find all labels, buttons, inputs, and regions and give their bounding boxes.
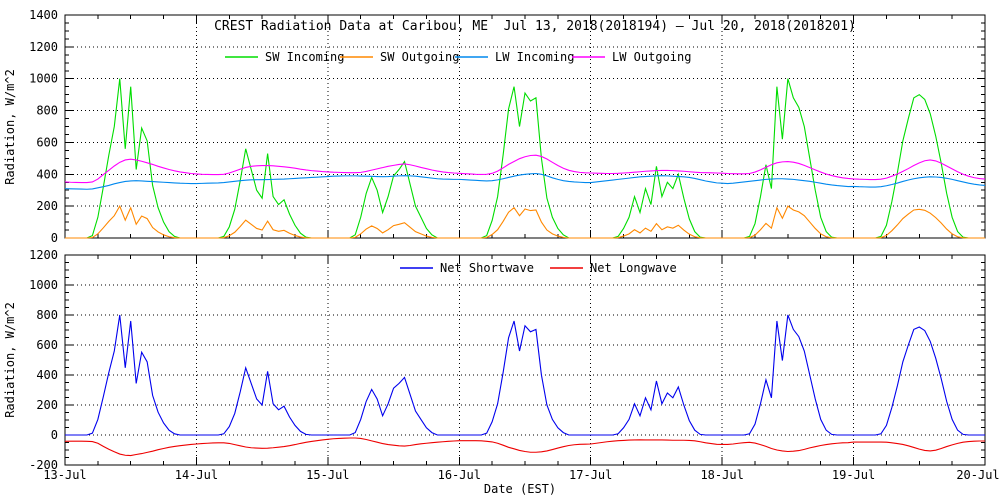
y-tick-label: 200 bbox=[36, 398, 58, 412]
series-line-lw-incoming bbox=[64, 172, 986, 190]
panel-frame bbox=[64, 254, 986, 466]
series-line-lw-outgoing bbox=[64, 154, 986, 184]
y-tick-label: 400 bbox=[36, 368, 58, 382]
y-tick-label: 1200 bbox=[29, 40, 58, 54]
legend-label-sw-outgoing: SW Outgoing bbox=[380, 50, 459, 64]
series-line-net-longwave bbox=[64, 437, 985, 457]
panel-top: 0 200 400 600 800 1000 1200 1400 bbox=[29, 8, 986, 245]
x-tick-label: 16-Jul bbox=[438, 468, 481, 482]
x-tick-label: 15-Jul bbox=[306, 468, 349, 482]
panel-frame bbox=[64, 14, 986, 239]
legend-label-net-shortwave: Net Shortwave bbox=[440, 261, 534, 275]
plot-render-layer: 0 200 400 600 800 1000 1200 1400 -200 0 200 400 600 8… bbox=[29, 8, 1000, 482]
y-tick-label: 1000 bbox=[29, 278, 58, 292]
x-tick-label: 18-Jul bbox=[700, 468, 743, 482]
y-tick-label: 0 bbox=[51, 428, 58, 442]
top-y-axis-label: Radiation, W/m^2 bbox=[3, 69, 17, 185]
chart-title: CREST Radiation Data at Caribou, ME Jul … bbox=[214, 19, 856, 34]
legend-label-net-longwave: Net Longwave bbox=[590, 261, 677, 275]
y-tick-label: 800 bbox=[36, 104, 58, 118]
legend-label-lw-incoming: LW Incoming bbox=[495, 50, 574, 64]
y-tick-label: 200 bbox=[36, 199, 58, 213]
bottom-legend: Net Shortwave Net Longwave bbox=[400, 261, 677, 275]
y-tick-label: 1000 bbox=[29, 72, 58, 86]
series-line-net-shortwave bbox=[65, 314, 985, 436]
legend-label-sw-incoming: SW Incoming bbox=[265, 50, 344, 64]
x-tick-label: 19-Jul bbox=[832, 468, 875, 482]
y-tick-label: 1200 bbox=[29, 248, 58, 262]
series-line-sw-outgoing bbox=[65, 204, 985, 239]
y-tick-label: 600 bbox=[36, 338, 58, 352]
y-tick-label: 0 bbox=[51, 231, 58, 245]
legend-label-lw-outgoing: LW Outgoing bbox=[612, 50, 691, 64]
x-tick-label: 14-Jul bbox=[175, 468, 218, 482]
y-tick-label: 600 bbox=[36, 135, 58, 149]
y-tick-label: 800 bbox=[36, 308, 58, 322]
series-line-sw-incoming bbox=[65, 78, 985, 239]
y-tick-label: -200 bbox=[29, 458, 58, 472]
panel-bottom: -200 0 200 400 600 800 1000 1200 13-Jul 14-Jul 15-… bbox=[29, 248, 1000, 482]
x-axis-label: Date (EST) bbox=[484, 482, 556, 496]
x-tick-label: 17-Jul bbox=[569, 468, 612, 482]
x-tick-label: 20-Jul bbox=[956, 468, 999, 482]
y-tick-label: 400 bbox=[36, 167, 58, 181]
x-tick-label: 13-Jul bbox=[43, 468, 86, 482]
top-legend: SW Incoming SW Outgoing LW Incoming LW O… bbox=[225, 50, 691, 64]
bottom-y-axis-label: Radiation, W/m^2 bbox=[3, 302, 17, 418]
y-tick-label: 1400 bbox=[29, 8, 58, 22]
